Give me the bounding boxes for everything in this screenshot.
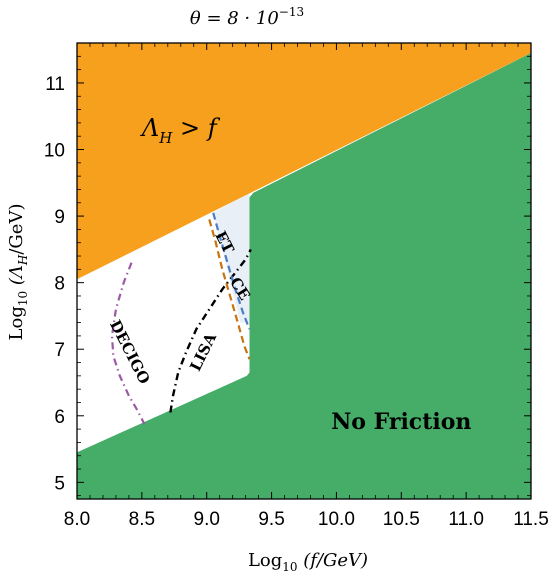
x-tick-label: 11.5 (513, 509, 549, 530)
y-tick-label: 6 (54, 407, 65, 428)
y-axis-label-sub: 10 (16, 291, 30, 306)
no-friction-label: No Friction (331, 409, 471, 435)
lower-region (77, 53, 531, 499)
upper-region-label-main: Λ (140, 114, 159, 142)
x-axis-label: Log10 (f/GeV) (248, 550, 368, 574)
upper-region-label: ΛH > f (140, 114, 221, 147)
x-tick-label: 10.0 (318, 509, 355, 530)
y-axis-label-rest: (Λ (6, 265, 27, 291)
y-tick-label: 5 (54, 473, 65, 494)
y-tick-label: 11 (45, 74, 65, 95)
x-axis-label-rest: (f/GeV) (298, 550, 369, 571)
x-tick-label: 9.0 (194, 509, 220, 530)
y-axis-label-log: Log (6, 306, 27, 340)
x-tick-label: 9.5 (258, 509, 284, 530)
upper-region-label-rest: > f (172, 114, 220, 142)
plot-clip-group (77, 43, 531, 499)
x-axis-label-log: Log (248, 550, 282, 571)
upper-region-label-sub: H (158, 129, 173, 147)
y-tick-label: 8 (54, 274, 65, 295)
chart-title: θ = 8 · 10−13 (190, 5, 304, 29)
plot-frame (76, 42, 532, 500)
x-tick-label: 10.5 (383, 509, 420, 530)
chart-title-text: θ = 8 · 10 (190, 8, 279, 29)
x-axis-label-sub: 10 (282, 560, 297, 574)
series-ce-line (208, 219, 251, 360)
y-tick-label: 10 (44, 141, 65, 162)
series-lisa-line (169, 248, 252, 413)
x-tick-label: 8.0 (64, 509, 90, 530)
y-axis-label-sub2: H (16, 254, 30, 266)
upper-region (77, 43, 531, 280)
plot-area (77, 43, 531, 499)
x-tick-label: 8.5 (129, 509, 155, 530)
series-decigo-line (110, 262, 146, 425)
y-axis-label: Log10 (ΛH/GeV) (6, 204, 30, 341)
detector-band (213, 192, 250, 323)
y-tick-label: 7 (54, 340, 65, 361)
chart-title-exponent: −13 (279, 5, 304, 19)
y-axis-label-end: /GeV) (6, 204, 27, 255)
x-tick-label: 11.0 (448, 509, 484, 530)
y-tick-label: 9 (54, 207, 65, 228)
